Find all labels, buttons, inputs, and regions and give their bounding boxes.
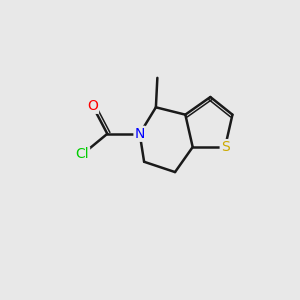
Text: S: S [221, 140, 230, 154]
Text: O: O [87, 99, 98, 113]
Text: Cl: Cl [76, 147, 89, 161]
Text: N: N [134, 127, 145, 141]
